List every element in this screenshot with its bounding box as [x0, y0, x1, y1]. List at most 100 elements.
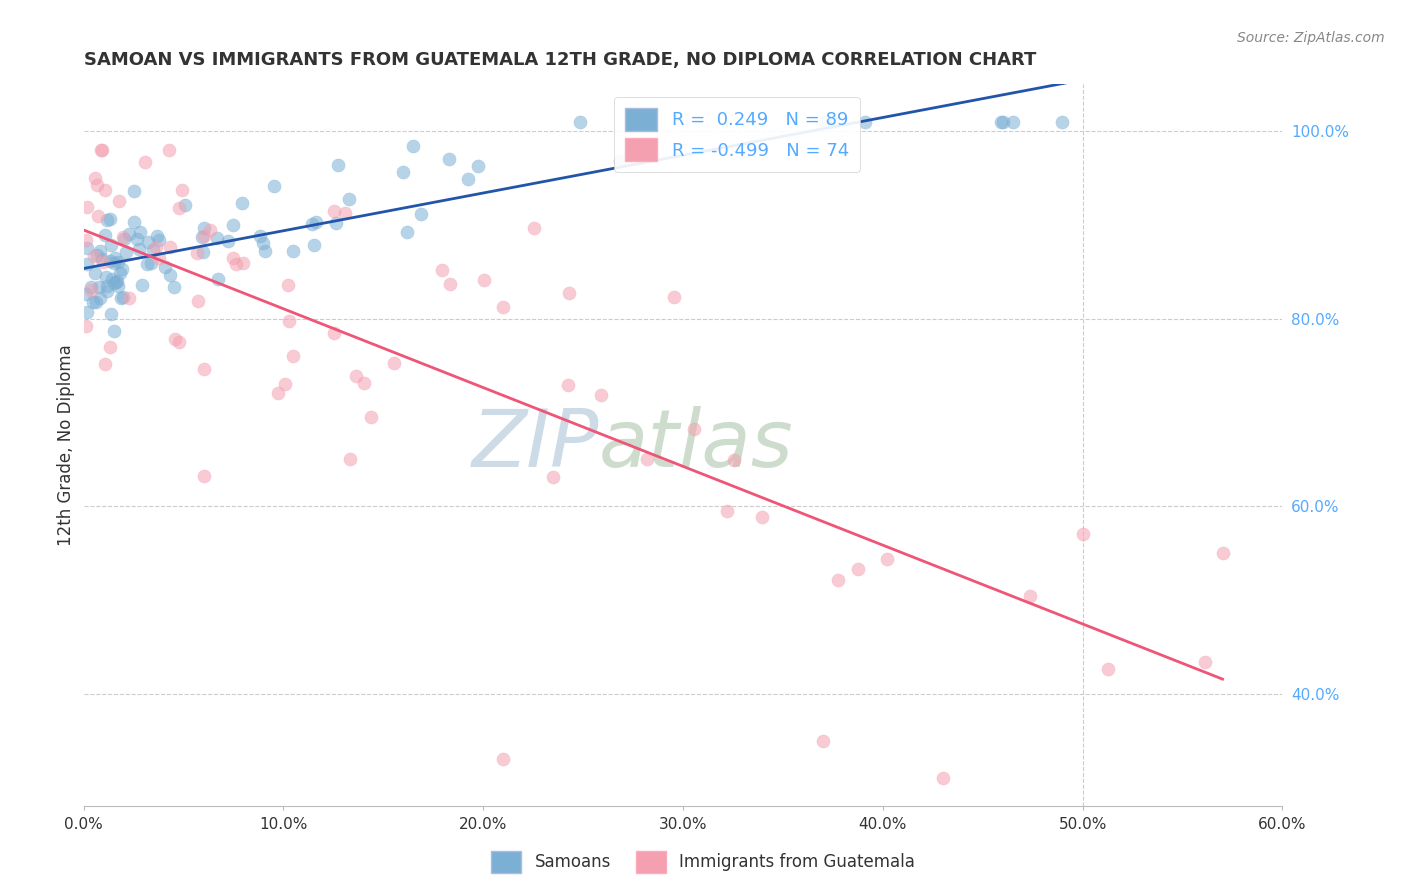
- Point: [94, 227, 117, 242]
- Point: [281, 244, 304, 259]
- Point: [231, 195, 253, 210]
- Point: [335, 206, 357, 220]
- Point: [112, 232, 135, 246]
- Point: [636, 452, 658, 467]
- Point: [252, 235, 274, 250]
- Point: [98, 212, 121, 227]
- Point: [84, 171, 107, 186]
- Point: [323, 204, 346, 219]
- Point: [322, 326, 344, 340]
- Point: [86, 248, 108, 262]
- Point: [94, 357, 117, 371]
- Point: [128, 242, 150, 256]
- Point: [112, 289, 135, 303]
- Point: [457, 171, 479, 186]
- Point: [662, 290, 685, 304]
- Point: [100, 237, 122, 252]
- Point: [267, 386, 290, 401]
- Point: [89, 279, 111, 293]
- Point: [827, 573, 849, 587]
- Point: [104, 251, 127, 265]
- Point: [118, 227, 141, 241]
- Point: [325, 216, 347, 230]
- Point: [814, 114, 837, 128]
- Point: [682, 422, 704, 436]
- Point: [83, 249, 105, 263]
- Point: [402, 138, 425, 153]
- Text: SAMOAN VS IMMIGRANTS FROM GUATEMALA 12TH GRADE, NO DIPLOMA CORRELATION CHART: SAMOAN VS IMMIGRANTS FROM GUATEMALA 12TH…: [83, 51, 1036, 69]
- Point: [392, 165, 415, 179]
- Point: [193, 228, 215, 243]
- Point: [193, 221, 215, 235]
- Point: [467, 159, 489, 173]
- Point: [472, 273, 495, 287]
- Point: [134, 155, 156, 169]
- Point: [76, 241, 98, 255]
- Point: [75, 233, 97, 247]
- Point: [107, 279, 129, 293]
- Point: [876, 551, 898, 566]
- Point: [853, 114, 876, 128]
- Point: [100, 340, 122, 354]
- Point: [96, 270, 118, 285]
- Point: [91, 252, 114, 266]
- Point: [91, 254, 114, 268]
- Point: [811, 733, 834, 747]
- Point: [326, 158, 349, 172]
- Point: [79, 280, 101, 294]
- Point: [523, 220, 546, 235]
- Point: [193, 469, 215, 483]
- Point: [100, 307, 122, 321]
- Point: [437, 152, 460, 166]
- Point: [1071, 527, 1094, 541]
- Point: [107, 254, 129, 268]
- Point: [207, 272, 229, 286]
- Point: [820, 114, 842, 128]
- Point: [167, 201, 190, 215]
- Point: [90, 143, 112, 157]
- Point: [990, 114, 1012, 128]
- Point: [187, 293, 209, 308]
- Point: [145, 229, 167, 244]
- Point: [98, 254, 121, 268]
- Point: [232, 256, 254, 270]
- Point: [159, 268, 181, 283]
- Point: [281, 349, 304, 363]
- Point: [1001, 114, 1024, 128]
- Point: [96, 212, 118, 227]
- Point: [90, 143, 112, 157]
- Point: [716, 503, 738, 517]
- Point: [430, 263, 453, 277]
- Point: [110, 266, 132, 280]
- Point: [148, 233, 170, 247]
- Point: [105, 274, 128, 288]
- Point: [1194, 656, 1216, 670]
- Point: [558, 286, 581, 301]
- Text: Source: ZipAtlas.com: Source: ZipAtlas.com: [1237, 31, 1385, 45]
- Point: [222, 251, 245, 265]
- Point: [1018, 589, 1040, 603]
- Point: [207, 230, 229, 244]
- Point: [174, 198, 197, 212]
- Point: [101, 271, 124, 285]
- Legend: Samoans, Immigrants from Guatemala: Samoans, Immigrants from Guatemala: [485, 845, 921, 880]
- Point: [344, 368, 367, 383]
- Point: [723, 452, 745, 467]
- Point: [198, 223, 221, 237]
- Point: [122, 184, 145, 198]
- Point: [118, 291, 141, 305]
- Point: [1212, 546, 1234, 560]
- Point: [122, 215, 145, 229]
- Point: [75, 319, 97, 334]
- Point: [103, 255, 125, 269]
- Point: [932, 771, 955, 785]
- Point: [94, 183, 117, 197]
- Point: [153, 260, 176, 275]
- Point: [186, 246, 208, 260]
- Point: [339, 451, 361, 466]
- Point: [193, 245, 215, 260]
- Text: atlas: atlas: [599, 406, 794, 484]
- Point: [339, 192, 361, 206]
- Point: [79, 283, 101, 297]
- Point: [82, 294, 104, 309]
